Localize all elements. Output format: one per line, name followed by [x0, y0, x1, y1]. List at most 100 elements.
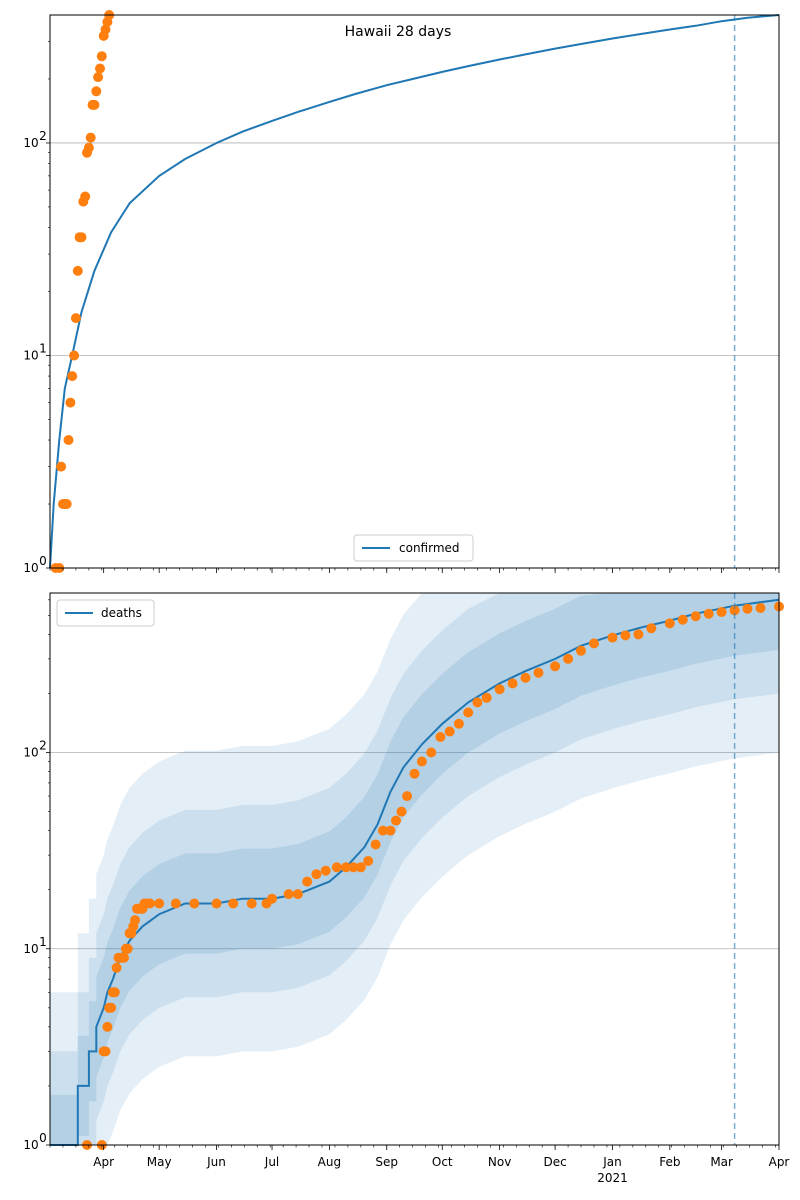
y-tick-exponent: 2 — [39, 739, 47, 753]
observed-point — [607, 632, 618, 643]
deaths-legend-box — [56, 599, 155, 627]
observed-point — [69, 350, 80, 361]
x-tick-label: Apr — [769, 1155, 790, 1169]
observed-point — [664, 618, 675, 629]
observed-point — [391, 815, 401, 826]
y-tick-label: 10 — [23, 746, 38, 760]
observed-point — [507, 678, 518, 689]
observed-point — [61, 499, 72, 509]
y-tick-exponent: 0 — [39, 554, 47, 568]
observed-point — [494, 684, 505, 695]
x-tick-label: Oct — [432, 1155, 453, 1169]
observed-point — [96, 51, 107, 62]
observed-point — [463, 707, 474, 718]
confirmed-line — [49, 14, 780, 569]
observed-point — [550, 661, 561, 672]
uncertainty-band — [50, 593, 779, 1145]
y-tick-exponent: 1 — [39, 341, 47, 355]
observed-point — [76, 232, 87, 243]
deaths-legend-label: deaths — [101, 606, 142, 620]
observed-point — [144, 898, 155, 909]
x-tick-label: Nov — [488, 1155, 511, 1169]
observed-point — [100, 1046, 111, 1057]
observed-point — [396, 806, 407, 817]
deaths-line — [50, 598, 780, 1146]
x-tick-label: May — [147, 1155, 172, 1169]
y-tick-exponent: 0 — [39, 1131, 47, 1145]
observed-point — [80, 191, 91, 202]
y-tick-label: 10 — [23, 348, 38, 362]
observed-point — [102, 1021, 113, 1032]
observed-point — [589, 638, 599, 649]
observed-point — [122, 943, 133, 954]
observed-point — [72, 265, 83, 276]
y-tick-label: 10 — [23, 942, 38, 956]
observed-point — [742, 603, 753, 614]
observed-point — [109, 987, 120, 998]
x-tick-label: Jul — [264, 1155, 279, 1169]
observed-point — [331, 862, 342, 873]
observed-point — [67, 371, 78, 382]
observed-point — [106, 1002, 117, 1013]
observed-point — [385, 825, 396, 836]
observed-point — [453, 718, 464, 729]
observed-point — [211, 898, 222, 909]
y-tick-label: 10 — [23, 561, 38, 575]
observed-point — [246, 898, 257, 909]
confirmed-series — [49, 10, 780, 573]
observed-point — [533, 667, 544, 678]
observed-point — [267, 893, 277, 904]
observed-point — [363, 856, 374, 866]
observed-point — [302, 876, 313, 887]
observed-point — [677, 614, 688, 625]
observed-point — [620, 630, 631, 641]
x-tick-label: Jun — [206, 1155, 226, 1169]
observed-point — [292, 889, 303, 900]
x-tick-year-label: 2021 — [597, 1171, 628, 1185]
deaths-bands — [50, 593, 779, 1145]
observed-point — [633, 629, 644, 640]
observed-point — [83, 142, 94, 153]
observed-point — [435, 732, 446, 742]
observed-point — [65, 397, 76, 408]
observed-point — [690, 611, 701, 622]
observed-point — [703, 608, 714, 619]
observed-point — [355, 862, 366, 873]
observed-point — [409, 768, 420, 779]
observed-point — [402, 791, 413, 802]
y-tick-label: 10 — [23, 136, 38, 150]
observed-point — [283, 889, 294, 900]
confirmed-gridlines — [50, 142, 779, 356]
observed-point — [93, 72, 104, 83]
deaths-legend: deaths — [56, 599, 155, 627]
confirmed-legend: confirmed — [353, 534, 474, 562]
observed-point — [91, 86, 102, 97]
observed-point — [56, 461, 67, 472]
x-tick-label: Aug — [318, 1155, 341, 1169]
observed-point — [426, 747, 437, 758]
observed-point — [563, 653, 574, 664]
observed-point — [444, 726, 455, 737]
deaths-x-ticks: Apr May Jun Jul Aug Sep Oct Nov Dec Jan 2021 Feb Mar… — [49, 1145, 790, 1185]
observed-point — [311, 869, 322, 880]
observed-point — [378, 825, 388, 836]
uncertainty-band — [50, 593, 779, 1145]
observed-point — [154, 898, 165, 909]
observed-point — [63, 435, 74, 445]
observed-point — [70, 313, 81, 324]
x-tick-label: Dec — [544, 1155, 567, 1169]
observed-point — [119, 952, 129, 963]
observed-point — [416, 756, 427, 767]
observed-point — [716, 607, 727, 617]
observed-point — [89, 99, 100, 110]
observed-point — [646, 623, 657, 634]
observed-point — [85, 132, 96, 143]
x-tick-label: Feb — [659, 1155, 680, 1169]
observed-point — [111, 962, 122, 973]
observed-point — [472, 697, 483, 708]
